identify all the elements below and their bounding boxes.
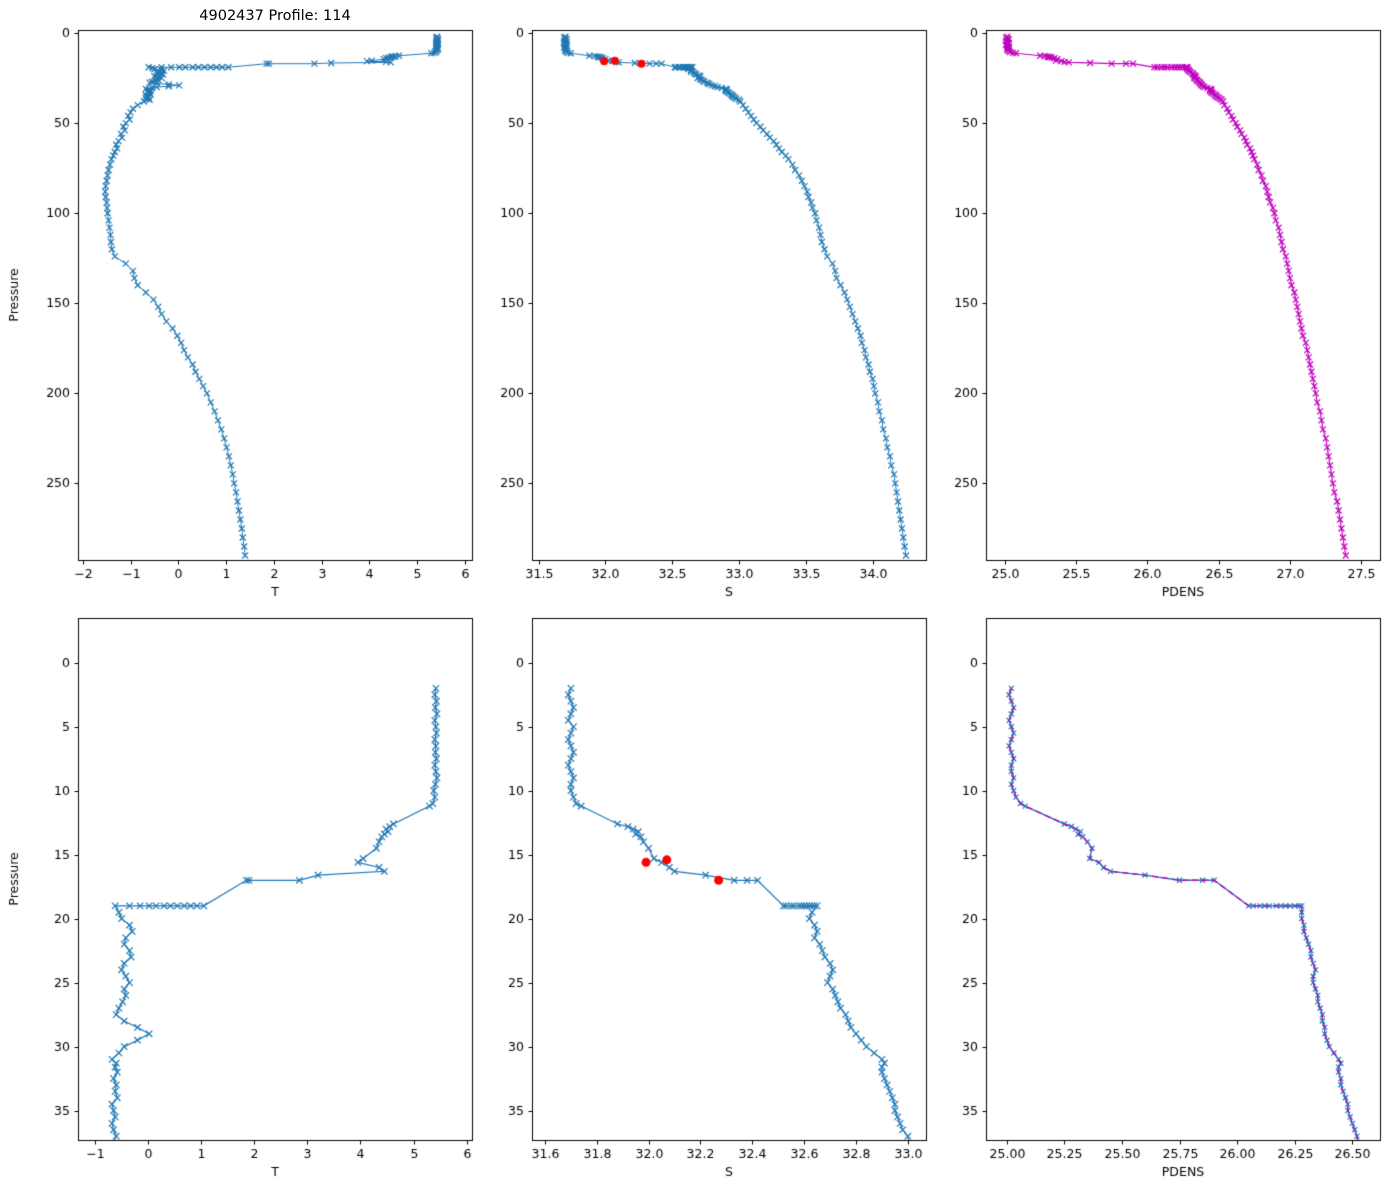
subplot-temperature-full <box>0 0 478 600</box>
figure-title: 4902437 Profile: 114 <box>199 8 351 24</box>
subplot-salinity-full <box>478 0 934 600</box>
subplot-density-zoom <box>934 600 1400 1200</box>
subplot-density-full <box>934 0 1400 600</box>
subplot-salinity-zoom <box>478 600 934 1200</box>
subplot-temperature-zoom <box>0 600 478 1200</box>
